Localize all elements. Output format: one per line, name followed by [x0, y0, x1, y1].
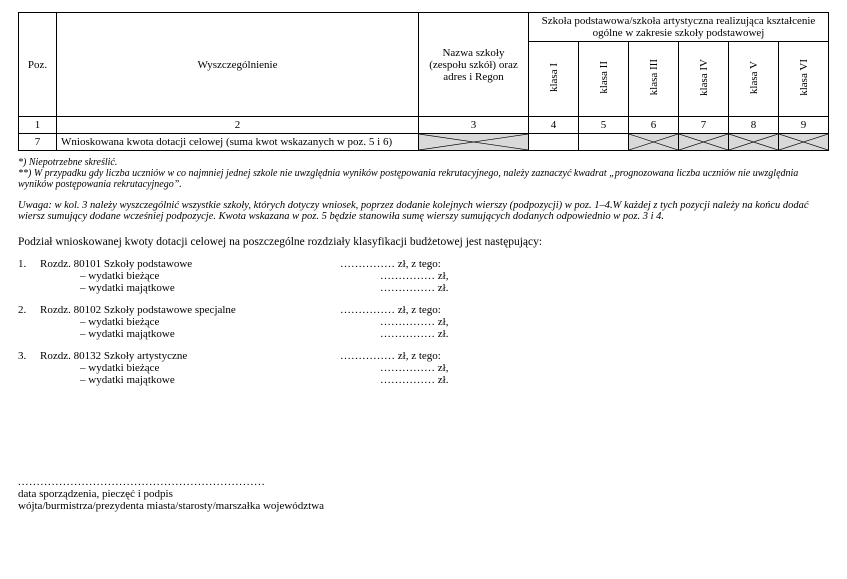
budget-sub-tail: …………… zł,: [380, 316, 448, 328]
colnum-5: 5: [579, 117, 629, 134]
data-row-7: 7 Wnioskowana kwota dotacji celowej (sum…: [19, 134, 829, 151]
header-klasa-5: klasa V: [729, 42, 779, 117]
budget-sub: – wydatki majątkowe: [40, 374, 380, 386]
budget-title: Rozdz. 80102 Szkoły podstawowe specjalne: [40, 304, 340, 316]
footnote-1-text: Niepotrzebne skreślić.: [29, 157, 118, 168]
empty-cell: [579, 134, 629, 151]
header-wyszcz: Wyszczególnienie: [57, 13, 419, 117]
colnum-1: 1: [19, 117, 57, 134]
signature-block: ........................................…: [18, 476, 829, 512]
header-school-group: Szkoła podstawowa/szkoła artystyczna rea…: [529, 13, 829, 42]
budget-item: 2. Rozdz. 80102 Szkoły podstawowe specja…: [18, 304, 829, 340]
budget-title: Rozdz. 80132 Szkoły artystyczne: [40, 350, 340, 362]
crossed-cell: [679, 134, 729, 151]
main-table: Poz. Wyszczególnienie Nazwa szkoły (zesp…: [18, 12, 829, 151]
crossed-cell: [629, 134, 679, 151]
footnote-2-text: W przypadku gdy liczba uczniów w co najm…: [18, 168, 798, 190]
colnum-8: 8: [729, 117, 779, 134]
budget-num: 3.: [18, 350, 40, 362]
header-poz: Poz.: [19, 13, 57, 117]
budget-list: 1. Rozdz. 80101 Szkoły podstawowe …………… …: [18, 258, 829, 386]
budget-sub: – wydatki majątkowe: [40, 328, 380, 340]
section-intro: Podział wnioskowanej kwoty dotacji celow…: [18, 236, 829, 248]
budget-sub-tail: …………… zł.: [380, 374, 448, 386]
signature-line-2: wójta/burmistrza/prezydenta miasta/staro…: [18, 500, 829, 512]
budget-item: 3. Rozdz. 80132 Szkoły artystyczne ………………: [18, 350, 829, 386]
budget-sub-tail: …………… zł,: [380, 270, 448, 282]
budget-num: 2.: [18, 304, 40, 316]
budget-sub: – wydatki bieżące: [40, 270, 380, 282]
footnote-1-label: *): [18, 157, 29, 168]
colnum-2: 2: [57, 117, 419, 134]
colnum-7: 7: [679, 117, 729, 134]
signature-line-1: data sporządzenia, pieczęć i podpis: [18, 488, 829, 500]
colnum-4: 4: [529, 117, 579, 134]
column-number-row: 1 2 3 4 5 6 7 8 9: [19, 117, 829, 134]
empty-cell: [529, 134, 579, 151]
budget-tail: …………… zł, z tego:: [340, 304, 441, 316]
colnum-9: 9: [779, 117, 829, 134]
colnum-6: 6: [629, 117, 679, 134]
header-nazwa: Nazwa szkoły (zespołu szkół) oraz adres …: [419, 13, 529, 117]
signature-dots: ........................................…: [18, 476, 829, 488]
budget-num: 1.: [18, 258, 40, 270]
header-klasa-1: klasa I: [529, 42, 579, 117]
budget-sub-tail: …………… zł.: [380, 282, 448, 294]
crossed-cell: [729, 134, 779, 151]
colnum-3: 3: [419, 117, 529, 134]
budget-title: Rozdz. 80101 Szkoły podstawowe: [40, 258, 340, 270]
budget-sub: – wydatki majątkowe: [40, 282, 380, 294]
data-row-poz: 7: [19, 134, 57, 151]
budget-sub-tail: …………… zł.: [380, 328, 448, 340]
budget-tail: …………… zł, z tego:: [340, 350, 441, 362]
header-klasa-3: klasa III: [629, 42, 679, 117]
budget-sub-tail: …………… zł,: [380, 362, 448, 374]
footnotes: *) Niepotrzebne skreślić. **) W przypadk…: [18, 157, 829, 190]
footnote-2-label: **): [18, 168, 34, 179]
header-klasa-6: klasa VI: [779, 42, 829, 117]
budget-item: 1. Rozdz. 80101 Szkoły podstawowe …………… …: [18, 258, 829, 294]
budget-sub: – wydatki bieżące: [40, 316, 380, 328]
uwaga-note: Uwaga: w kol. 3 należy wyszczególnić wsz…: [18, 200, 829, 222]
budget-tail: …………… zł, z tego:: [340, 258, 441, 270]
header-klasa-4: klasa IV: [679, 42, 729, 117]
header-klasa-2: klasa II: [579, 42, 629, 117]
budget-sub: – wydatki bieżące: [40, 362, 380, 374]
crossed-cell: [419, 134, 529, 151]
data-row-text: Wnioskowana kwota dotacji celowej (suma …: [57, 134, 419, 151]
crossed-cell: [779, 134, 829, 151]
